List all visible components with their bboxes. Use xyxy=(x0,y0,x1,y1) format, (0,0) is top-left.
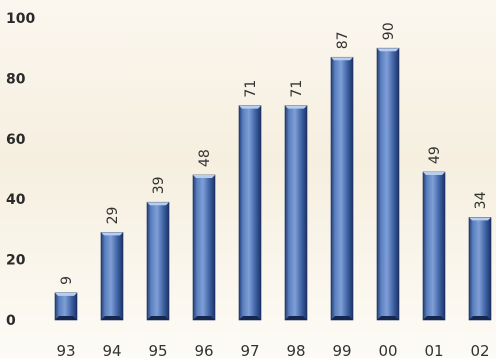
data-label: 48 xyxy=(197,149,213,167)
x-tick-label: 02 xyxy=(470,342,489,358)
data-label: 39 xyxy=(151,176,167,194)
bar-95 xyxy=(146,201,170,321)
bar-base xyxy=(101,316,123,320)
y-tick-label: 40 xyxy=(6,192,26,208)
bar-cap xyxy=(469,217,491,221)
bar-base xyxy=(147,316,169,320)
x-tick-label: 97 xyxy=(240,342,259,358)
bar-01 xyxy=(422,171,446,321)
bar-cap xyxy=(147,202,169,206)
bar-99 xyxy=(330,56,354,321)
bar-base xyxy=(377,316,399,320)
bar-body xyxy=(192,174,216,321)
data-label: 87 xyxy=(335,31,351,49)
bar-base xyxy=(239,316,261,320)
x-tick-label: 00 xyxy=(378,342,397,358)
bar-body xyxy=(146,201,170,321)
bar-body xyxy=(100,232,124,321)
data-label: 9 xyxy=(59,276,75,285)
bar-body xyxy=(284,105,308,321)
data-label: 34 xyxy=(473,191,489,209)
bar-base xyxy=(193,316,215,320)
y-tick-label: 100 xyxy=(6,11,35,27)
data-label: 90 xyxy=(381,22,397,40)
bar-base xyxy=(285,316,307,320)
bar-base xyxy=(423,316,445,320)
bar-cap xyxy=(331,57,353,61)
data-label: 71 xyxy=(243,80,259,98)
bar-body xyxy=(330,56,354,321)
bars-group: 9 29 39 48 71 71 87 90 49 34 xyxy=(54,22,492,321)
bar-97 xyxy=(238,105,262,321)
bar-body xyxy=(54,292,78,321)
x-tick-label: 98 xyxy=(286,342,305,358)
bar-body xyxy=(376,47,400,321)
y-axis: 0 20 40 60 80 100 xyxy=(6,11,35,329)
bar-cap xyxy=(285,105,307,109)
data-label: 29 xyxy=(105,207,121,225)
bar-body xyxy=(422,171,446,321)
x-tick-label: 01 xyxy=(424,342,443,358)
bar-94 xyxy=(100,232,124,321)
bar-cap xyxy=(193,175,215,179)
bar-base xyxy=(55,316,77,320)
bar-96 xyxy=(192,174,216,321)
bar-body xyxy=(238,105,262,321)
bar-cap xyxy=(101,232,123,236)
data-label: 49 xyxy=(427,146,443,164)
x-tick-label: 93 xyxy=(56,342,75,358)
x-tick-label: 94 xyxy=(102,342,121,358)
bar-cap xyxy=(55,292,77,296)
x-tick-label: 95 xyxy=(148,342,167,358)
y-tick-label: 0 xyxy=(6,313,16,329)
bar-body xyxy=(468,217,492,321)
x-tick-label: 96 xyxy=(194,342,213,358)
x-axis: 93 94 95 96 97 98 99 00 01 02 xyxy=(56,342,489,358)
data-label: 71 xyxy=(289,80,305,98)
bar-93 xyxy=(54,292,78,321)
bar-02 xyxy=(468,217,492,321)
bar-base xyxy=(469,316,491,320)
bar-98 xyxy=(284,105,308,321)
bar-cap xyxy=(377,48,399,52)
y-tick-label: 80 xyxy=(6,71,26,87)
x-tick-label: 99 xyxy=(332,342,351,358)
bar-cap xyxy=(239,105,261,109)
y-tick-label: 60 xyxy=(6,132,26,148)
y-tick-label: 20 xyxy=(6,253,26,269)
bar-00 xyxy=(376,47,400,321)
bar-base xyxy=(331,316,353,320)
bar-cap xyxy=(423,172,445,176)
